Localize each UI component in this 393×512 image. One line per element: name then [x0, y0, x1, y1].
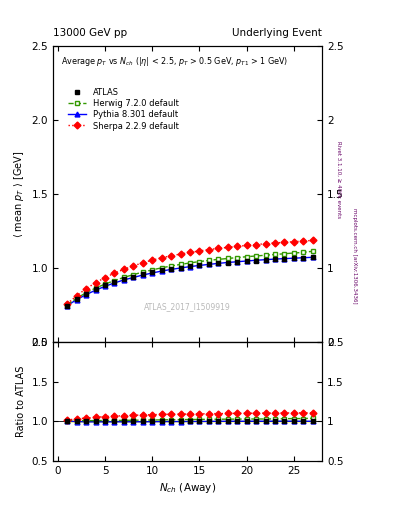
Text: mcplots.cern.ch [arXiv:1306.3436]: mcplots.cern.ch [arXiv:1306.3436]: [352, 208, 357, 304]
Text: Rivet 3.1.10, ≥ 400k events: Rivet 3.1.10, ≥ 400k events: [336, 141, 341, 218]
Legend: ATLAS, Herwig 7.2.0 default, Pythia 8.301 default, Sherpa 2.2.9 default: ATLAS, Herwig 7.2.0 default, Pythia 8.30…: [65, 86, 181, 133]
Text: Average $p_T$ vs $N_{ch}$ ($|\eta|$ < 2.5, $p_T$ > 0.5 GeV, $p_{T1}$ > 1 GeV): Average $p_T$ vs $N_{ch}$ ($|\eta|$ < 2.…: [61, 55, 288, 68]
Y-axis label: $\langle$ mean $p_T$ $\rangle$ [GeV]: $\langle$ mean $p_T$ $\rangle$ [GeV]: [12, 151, 26, 238]
X-axis label: $N_{ch}$ (Away): $N_{ch}$ (Away): [159, 481, 216, 495]
Text: 13000 GeV pp: 13000 GeV pp: [53, 28, 127, 38]
Y-axis label: Ratio to ATLAS: Ratio to ATLAS: [16, 366, 26, 437]
Text: ATLAS_2017_I1509919: ATLAS_2017_I1509919: [144, 302, 231, 311]
Text: Underlying Event: Underlying Event: [232, 28, 322, 38]
